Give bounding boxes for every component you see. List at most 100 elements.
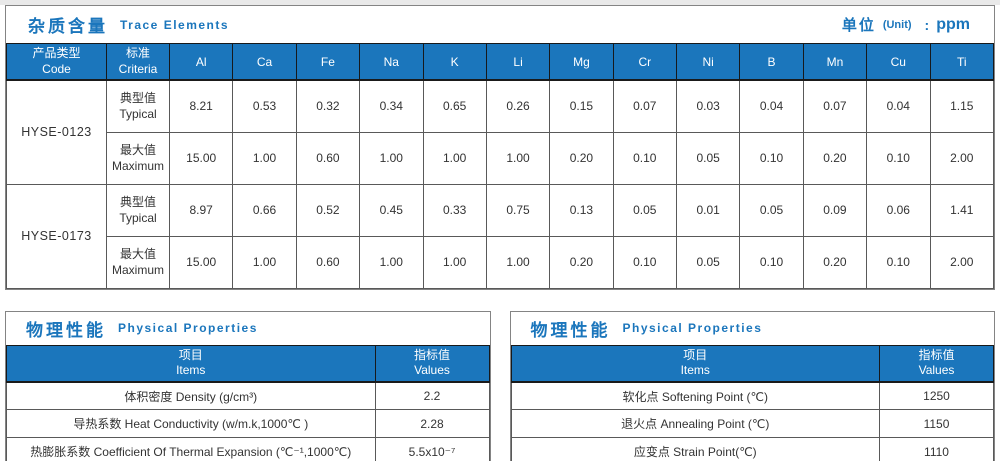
col-header-element: Al [168,43,234,82]
table-row: 退火点 Annealing Point (℃) 1150 [510,409,994,439]
value-cell: 0.52 [295,183,361,237]
physical-properties-right-panel: 物理性能 Physical Properties 项目 Items 指标值 Va… [509,310,995,461]
table-header-row: 项目 Items 指标值 Values [510,344,994,383]
criteria-zh: 最大值 [119,247,156,261]
value-cell: 0.10 [739,131,804,185]
value-cell: 0.04 [739,79,804,133]
unit-value: ppm [936,15,970,33]
value-cell: 1110 [879,437,994,461]
value-cell: 0.60 [295,131,361,185]
value-cell: 0.10 [612,235,678,289]
value-cell: 1150 [879,409,994,439]
col-header-product: 产品类型 Code [6,43,107,82]
value-cell: 1.41 [929,183,994,237]
item-cell: 体积密度 Density (g/cm³) [6,381,376,411]
table-row: 体积密度 Density (g/cm³) 2.2 [6,381,490,411]
product-code-cell: HYSE-0123 [6,79,107,185]
physical-left-title-en: Physical Properties [118,321,258,336]
col-header-product-zh: 产品类型 [32,46,81,60]
col-header-items-zh: 项目 [178,347,203,362]
value-cell: 15.00 [168,235,234,289]
value-cell: 1.00 [422,235,487,289]
col-header-element: Ca [232,43,297,82]
value-cell: 0.05 [675,131,741,185]
value-cell: 0.04 [866,79,931,133]
criteria-en: Maximum [111,159,164,174]
physical-right-table: 项目 Items 指标值 Values 软化点 Softening Point … [510,344,994,461]
value-cell: 0.03 [675,79,741,133]
value-cell: 0.20 [549,235,614,289]
table-row: 最大值 Maximum 15.00 1.00 0.60 1.00 1.00 1.… [7,235,994,289]
table-row: 最大值 Maximum 15.00 1.00 0.60 1.00 1.00 1.… [7,131,994,185]
item-cell: 退火点 Annealing Point (℃) [510,409,880,439]
item-cell: 软化点 Softening Point (℃) [510,381,880,411]
value-cell: 0.26 [485,79,551,133]
value-cell: 1.00 [485,235,551,289]
value-cell: 0.45 [359,183,424,237]
unit-label: 单位 (Unit) : ppm [842,14,970,35]
col-header-criteria-zh: 标准 [125,46,150,60]
page-top-strip [0,0,1000,5]
criteria-zh: 典型值 [119,91,156,106]
col-header-element: Mg [549,43,614,82]
col-header-element: B [739,43,804,82]
value-cell: 0.01 [675,183,741,237]
value-cell: 0.20 [802,131,868,185]
physical-left-table: 项目 Items 指标值 Values 体积密度 Density (g/cm³)… [6,344,490,461]
value-cell: 5.5x10⁻⁷ [374,437,490,461]
value-cell: 2.28 [374,409,490,439]
criteria-en: Maximum [111,263,164,278]
col-header-values: 指标值 Values [374,344,490,383]
criteria-cell: 典型值 Typical [106,183,170,237]
value-cell: 0.05 [739,183,804,237]
value-cell: 0.20 [802,235,868,289]
col-header-element: Cr [612,43,678,82]
col-header-criteria-en: Criteria [118,61,158,76]
product-code-cell: HYSE-0173 [6,183,107,289]
col-header-items-en: Items [680,363,710,378]
table-row: HYSE-0123 典型值 Typical 8.21 0.53 0.32 0.3… [6,79,994,185]
criteria-en: Typical [119,107,157,122]
value-cell: 0.75 [485,183,551,237]
value-cell: 1.00 [485,131,551,185]
col-header-items: 项目 Items [510,344,880,383]
value-cell: 0.34 [359,79,424,133]
criteria-cell: 最大值 Maximum [106,131,170,185]
value-cell: 1.00 [359,235,424,289]
value-cell: 0.66 [232,183,297,237]
col-header-element: Cu [866,43,931,82]
trace-elements-panel: 杂质含量 Trace Elements 单位 (Unit) : ppm 产品类型… [5,5,995,290]
value-cell: 0.10 [739,235,804,289]
value-cell: 0.07 [612,79,678,133]
col-header-values-zh: 指标值 [413,347,450,362]
value-cell: 1.00 [422,131,487,185]
col-header-element: Ni [675,43,741,82]
table-row: 应变点 Strain Point(℃) 1110 [510,437,994,461]
value-cell: 0.15 [549,79,614,133]
trace-elements-title-bar: 杂质含量 Trace Elements 单位 (Unit) : ppm [6,6,994,43]
value-cell: 0.05 [612,183,678,237]
value-cell: 0.20 [549,131,614,185]
value-cell: 1.00 [232,131,297,185]
physical-left-title-bar: 物理性能 Physical Properties [6,311,490,345]
value-cell: 8.97 [168,183,234,237]
criteria-zh: 典型值 [119,195,156,209]
criteria-en: Typical [119,211,157,226]
value-cell: 0.60 [295,235,361,289]
table-row: 软化点 Softening Point (℃) 1250 [510,381,994,411]
trace-elements-table: 产品类型 Code 标准 Criteria Al Ca Fe Na K Li M… [6,43,994,289]
table-row: HYSE-0173 典型值 Typical 8.97 0.66 0.52 0.4… [6,183,994,289]
criteria-cell: 典型值 Typical [106,79,170,133]
value-cell: 0.32 [295,79,361,133]
value-cell: 0.09 [802,183,868,237]
physical-right-title-en: Physical Properties [622,321,763,336]
col-header-product-en: Code [42,61,71,76]
col-header-items: 项目 Items [6,344,376,383]
col-header-items-zh: 项目 [683,347,708,362]
value-cell: 2.00 [929,235,994,289]
col-header-element: K [422,43,487,82]
value-cell: 2.00 [929,131,994,185]
value-cell: 0.10 [866,131,931,185]
value-cell: 0.07 [802,79,868,133]
value-cell: 0.13 [549,183,614,237]
